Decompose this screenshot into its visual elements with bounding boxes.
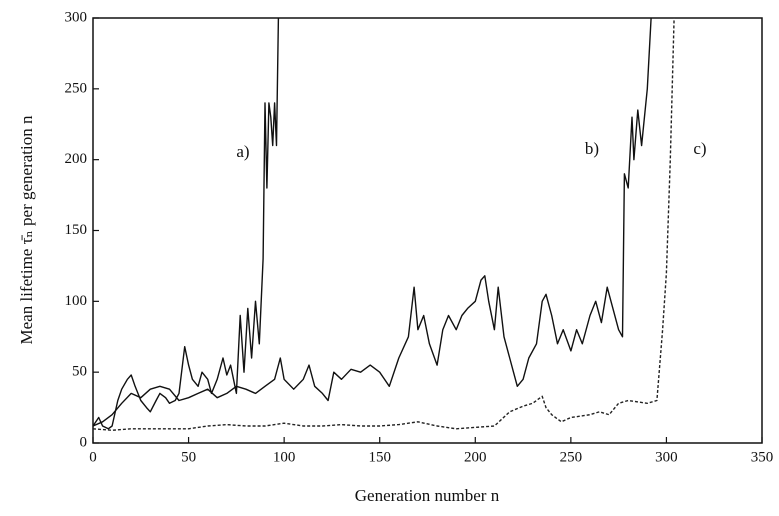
y-tick-label: 300 (65, 9, 88, 25)
y-axis-label: Mean lifetime τ̄ₙ per generation n (17, 115, 36, 344)
x-tick-label: 100 (273, 449, 296, 465)
line-series (92, 17, 675, 431)
line-series (92, 17, 652, 427)
y-tick-label: 200 (65, 151, 88, 167)
x-tick-label: 250 (560, 449, 583, 465)
x-tick-label: 300 (655, 449, 678, 465)
series-label: b) (585, 139, 599, 158)
x-axis-label: Generation number n (355, 486, 500, 505)
x-tick-label: 0 (89, 449, 97, 465)
y-tick-label: 0 (80, 434, 88, 450)
line-series (92, 17, 280, 430)
y-tick-label: 250 (65, 80, 88, 96)
x-tick-label: 200 (464, 449, 487, 465)
y-tick-label: 150 (65, 222, 88, 238)
plot-frame (92, 17, 763, 444)
series-label: a) (236, 142, 249, 161)
x-tick-label: 350 (751, 449, 774, 465)
x-tick-label: 50 (181, 449, 196, 465)
y-tick-label: 50 (72, 364, 87, 380)
series-label: c) (693, 139, 706, 158)
y-tick-label: 100 (65, 293, 88, 309)
x-tick-label: 150 (368, 449, 391, 465)
